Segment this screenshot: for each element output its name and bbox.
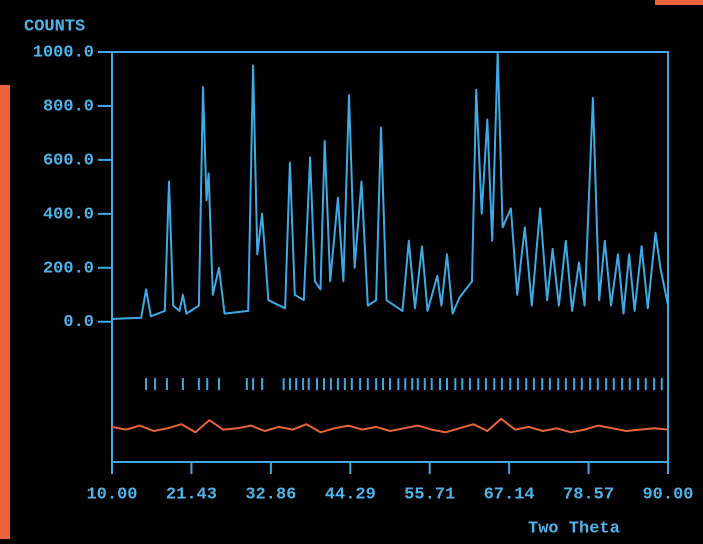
x-tick-label: 10.00	[86, 485, 137, 504]
x-tick-label: 78.57	[563, 485, 614, 504]
plot-frame	[112, 52, 668, 462]
y-tick-label: 0.0	[63, 313, 94, 332]
y-tick-label: 200.0	[43, 259, 94, 278]
y-tick-label: 600.0	[43, 151, 94, 170]
data-line	[112, 52, 668, 319]
screen-edge	[655, 0, 703, 5]
chart: COUNTS Two Theta 0.0 200.0 400.0 600.0 800.0…	[0, 0, 703, 539]
x-tick-label: 44.29	[325, 485, 376, 504]
y-tick-label: 800.0	[43, 97, 94, 116]
y-tick-label: 1000.0	[33, 43, 94, 62]
x-tick-label: 21.43	[166, 485, 217, 504]
y-tick-label: 400.0	[43, 205, 94, 224]
x-tick-label: 32.86	[245, 485, 296, 504]
screen-edge	[0, 85, 10, 539]
x-tick-label: 67.14	[484, 485, 535, 504]
y-axis-label: COUNTS	[24, 17, 85, 36]
data-line	[112, 419, 668, 433]
x-tick-label: 90.00	[642, 485, 693, 504]
x-axis-label: Two Theta	[528, 519, 620, 538]
x-tick-label: 55.71	[404, 485, 455, 504]
